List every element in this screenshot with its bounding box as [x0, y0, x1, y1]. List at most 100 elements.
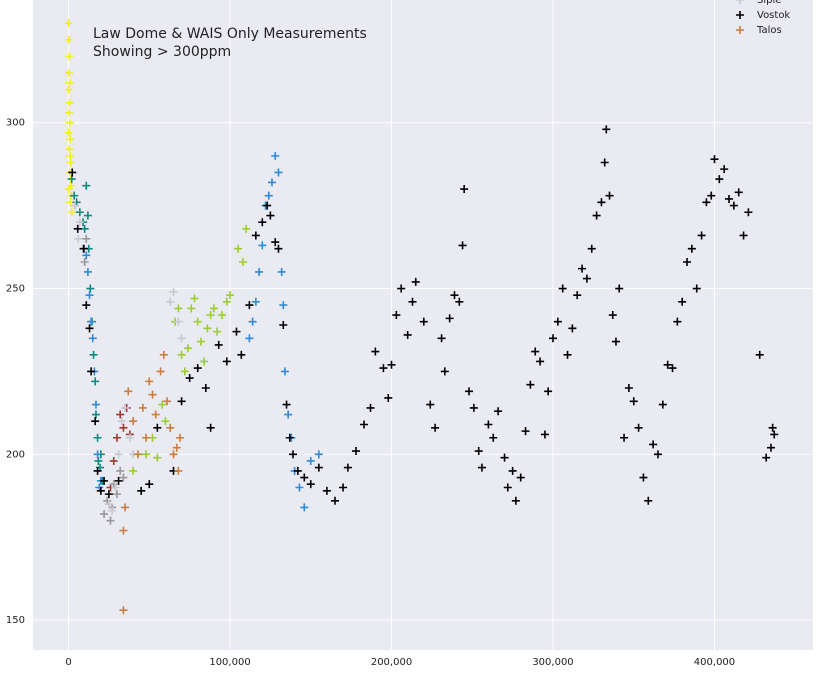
- point: [226, 291, 235, 300]
- point: [119, 473, 128, 482]
- point: [558, 284, 567, 293]
- point: [600, 158, 609, 167]
- point: [93, 433, 102, 442]
- y-tick-label: 200: [6, 449, 25, 460]
- point: [279, 321, 288, 329]
- legend-marker: [736, 11, 744, 19]
- point: [649, 440, 658, 449]
- point: [668, 364, 677, 373]
- point: [68, 168, 77, 177]
- point: [629, 397, 638, 406]
- point: [544, 387, 553, 396]
- point: [366, 403, 375, 412]
- point: [673, 317, 682, 326]
- point: [531, 347, 540, 356]
- point: [300, 503, 309, 512]
- point: [65, 52, 74, 61]
- point: [289, 450, 297, 459]
- point: [592, 211, 601, 220]
- point: [213, 327, 222, 336]
- point: [658, 400, 667, 409]
- point: [322, 486, 331, 495]
- point: [605, 191, 614, 200]
- point: [129, 417, 138, 426]
- point: [597, 198, 606, 207]
- point: [237, 350, 246, 359]
- point: [190, 294, 199, 303]
- point: [458, 241, 467, 250]
- point: [697, 231, 706, 240]
- point: [563, 350, 572, 359]
- point: [80, 257, 89, 266]
- point: [201, 384, 210, 393]
- point: [65, 98, 74, 107]
- point: [258, 241, 267, 250]
- point: [678, 297, 687, 306]
- point: [117, 417, 126, 426]
- point: [64, 19, 73, 28]
- point: [206, 423, 215, 432]
- point: [104, 490, 113, 499]
- point: [89, 350, 98, 359]
- point: [91, 377, 100, 386]
- point: [156, 367, 165, 376]
- point: [169, 450, 178, 459]
- annotation: Showing > 300ppm: [93, 44, 231, 60]
- point: [553, 317, 562, 326]
- point: [683, 257, 692, 266]
- point: [65, 118, 74, 127]
- point: [109, 456, 118, 465]
- point: [66, 158, 75, 167]
- point: [65, 68, 74, 77]
- point: [187, 304, 196, 313]
- point: [83, 267, 92, 276]
- point: [284, 410, 293, 419]
- point: [351, 447, 360, 456]
- point: [494, 407, 503, 416]
- point: [119, 606, 128, 615]
- point: [172, 443, 181, 452]
- point: [762, 453, 771, 462]
- point: [177, 397, 186, 406]
- point: [263, 201, 272, 210]
- point: [104, 500, 113, 509]
- point: [611, 337, 620, 346]
- point: [306, 456, 315, 465]
- point: [137, 486, 146, 495]
- point: [64, 85, 73, 94]
- point: [94, 456, 103, 465]
- point: [503, 483, 512, 492]
- legend-label: Vostok: [757, 10, 790, 21]
- point: [450, 291, 459, 300]
- point: [116, 466, 125, 475]
- point: [602, 125, 611, 134]
- point: [702, 198, 711, 207]
- point: [411, 277, 420, 286]
- point: [293, 466, 302, 475]
- point: [142, 433, 151, 442]
- legend-marker: [736, 26, 744, 34]
- point: [489, 433, 498, 442]
- point: [663, 360, 672, 369]
- point: [440, 367, 449, 376]
- point: [66, 135, 75, 144]
- x-tick-label: 300,000: [532, 657, 573, 668]
- point: [91, 417, 100, 426]
- point: [112, 433, 121, 442]
- point: [203, 324, 212, 333]
- point: [477, 463, 486, 472]
- point: [222, 357, 231, 366]
- point: [87, 317, 96, 326]
- point: [75, 208, 84, 217]
- point: [242, 224, 251, 233]
- point: [634, 423, 643, 432]
- point: [573, 291, 582, 300]
- point: [245, 301, 254, 310]
- point: [75, 218, 84, 227]
- point: [692, 284, 701, 293]
- point: [169, 287, 178, 296]
- point: [465, 387, 474, 396]
- point: [770, 430, 779, 439]
- point: [193, 364, 202, 373]
- point: [177, 334, 186, 343]
